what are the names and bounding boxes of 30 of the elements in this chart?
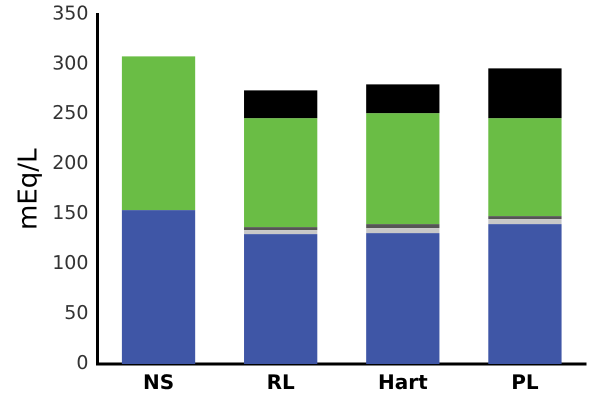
bar (244, 227, 318, 230)
bar (366, 113, 440, 224)
bar (366, 233, 440, 364)
bar (122, 56, 196, 210)
bar (366, 84, 440, 114)
x-tick-label: PL (511, 370, 539, 394)
bar (488, 68, 562, 118)
bar (488, 216, 562, 220)
bar (488, 118, 562, 216)
y-tick-label: 100 (52, 252, 88, 274)
y-tick-label: 250 (52, 102, 88, 124)
bar (488, 219, 562, 224)
bar (366, 224, 440, 228)
x-tick-label: Hart (378, 370, 428, 394)
bar (244, 234, 318, 364)
y-tick-label: 200 (52, 152, 88, 174)
y-tick-label: 150 (52, 202, 88, 224)
x-tick-label: RL (266, 370, 295, 394)
y-axis-title: mEq/L (13, 148, 44, 230)
y-tick-label: 50 (64, 302, 88, 324)
bar (244, 118, 318, 228)
bar (366, 228, 440, 234)
bar (488, 224, 562, 364)
y-tick-label: 350 (52, 2, 88, 24)
y-tick-label: 300 (52, 52, 88, 74)
bar (244, 90, 318, 118)
bar (244, 230, 318, 234)
bar (122, 210, 196, 364)
y-tick-label: 0 (76, 352, 88, 374)
x-tick-label: NS (142, 370, 174, 394)
